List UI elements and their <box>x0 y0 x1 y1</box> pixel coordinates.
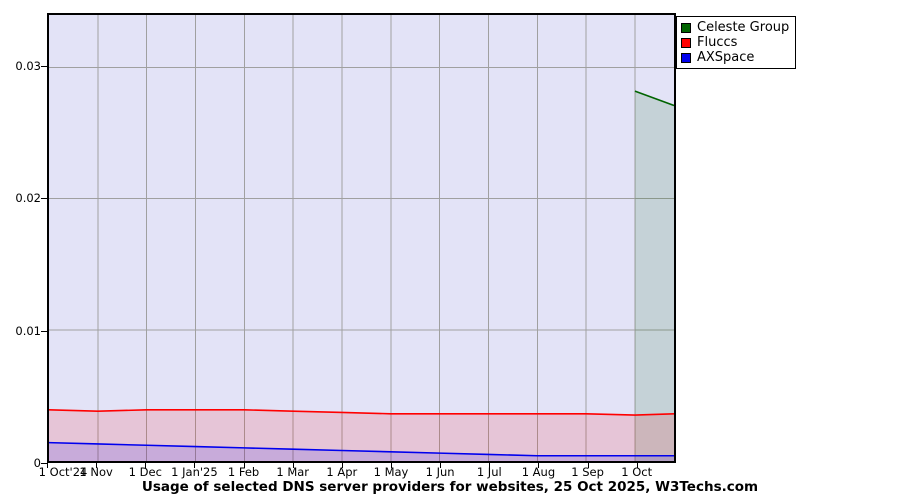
legend-swatch-icon <box>681 37 691 48</box>
y-tick-mark <box>41 463 48 464</box>
x-tick-label: 1 Sep <box>571 465 604 479</box>
x-tick-label: 1 Aug <box>521 465 556 479</box>
legend-item-label: Celeste Group <box>697 20 790 35</box>
legend-item[interactable]: Fluccs <box>681 35 789 50</box>
x-tick-label: 1 Nov <box>79 465 113 479</box>
y-axis: 0 0.01 0.02 0.03 <box>0 0 48 500</box>
x-tick-mark <box>587 463 589 468</box>
x-axis: 1 Oct'24 1 Nov 1 Dec 1 Jan'25 1 Feb 1 Mar 1 Ap… <box>0 465 900 481</box>
legend-item[interactable]: AXSpace <box>681 50 789 65</box>
x-tick-mark <box>96 463 98 468</box>
y-tick-label: 0 <box>33 456 41 470</box>
y-tick-mark <box>41 198 48 200</box>
x-tick-label: 1 Jan'25 <box>171 465 218 479</box>
legend-item-label: AXSpace <box>697 50 755 65</box>
y-tick-label: 0.01 <box>15 323 41 338</box>
x-tick-label: 1 Feb <box>227 465 260 479</box>
legend-item-label: Fluccs <box>697 35 738 50</box>
y-tick-mark <box>41 330 48 332</box>
chart-legend: Celeste Group Fluccs AXSpace <box>676 16 797 69</box>
x-tick-label: 1 Oct <box>621 465 653 479</box>
plot-area <box>47 13 676 463</box>
x-tick-mark <box>390 463 392 468</box>
x-tick-label: 1 Jun <box>425 465 455 479</box>
y-tick-label: 0.02 <box>15 191 41 206</box>
x-tick-mark <box>538 463 540 468</box>
x-tick-label: 1 Apr <box>326 465 358 479</box>
x-tick-label: 1 Oct'24 <box>38 465 88 479</box>
x-tick-mark <box>341 463 343 468</box>
x-tick-mark <box>194 463 196 468</box>
x-tick-mark <box>636 463 638 468</box>
x-tick-mark <box>440 463 442 468</box>
x-tick-mark <box>145 463 147 468</box>
x-tick-mark <box>47 463 48 468</box>
y-tick-mark <box>41 65 48 67</box>
y-tick-label: 0.03 <box>15 58 41 73</box>
x-tick-mark <box>243 463 245 468</box>
x-tick-mark <box>292 463 294 468</box>
x-tick-label: 1 Jul <box>476 465 502 479</box>
x-tick-label: 1 May <box>373 465 409 479</box>
legend-item[interactable]: Celeste Group <box>681 20 789 35</box>
legend-swatch-icon <box>681 52 691 63</box>
plot-svg <box>49 15 674 461</box>
x-tick-label: 1 Mar <box>276 465 310 479</box>
x-tick-label: 1 Dec <box>128 465 162 479</box>
chart-title: Usage of selected DNS server providers f… <box>141 479 759 495</box>
legend-swatch-icon <box>681 22 691 33</box>
x-tick-mark <box>489 463 491 468</box>
